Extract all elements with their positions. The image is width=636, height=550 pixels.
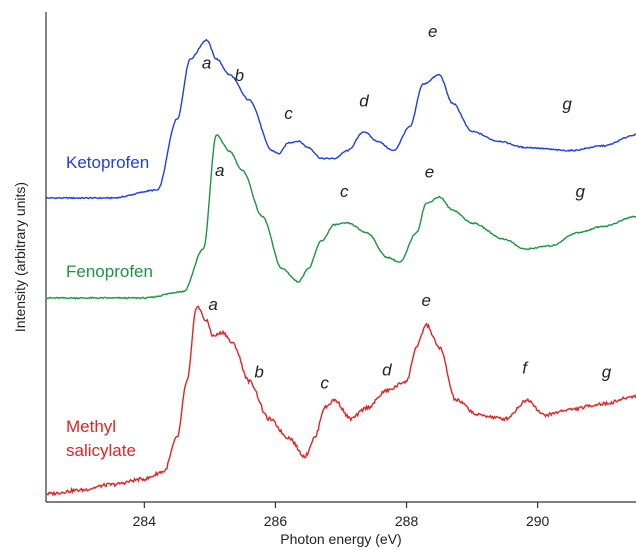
peak-label: a — [202, 53, 211, 72]
peak-label: e — [425, 162, 434, 181]
peak-label: g — [602, 362, 612, 381]
peak-label: a — [215, 161, 224, 180]
series-name-label: Ketoprofen — [66, 153, 149, 172]
peak-label: c — [340, 182, 349, 201]
peak-label: g — [562, 95, 572, 114]
peak-label: g — [576, 182, 586, 201]
peak-label: d — [359, 91, 369, 110]
peak-label: d — [382, 361, 392, 380]
peak-label: f — [522, 359, 529, 378]
series: Ketoprofen Fenoprofen Methyl salicylate — [45, 38, 636, 497]
x-ticks: 284 286 288 290 — [133, 502, 550, 529]
x-tick-label: 290 — [526, 513, 550, 529]
x-axis-title: Photon energy (eV) — [280, 531, 401, 547]
peak-label: b — [235, 66, 244, 85]
x-tick-label: 284 — [133, 513, 157, 529]
x-tick-label: 286 — [264, 513, 288, 529]
series-line — [45, 134, 636, 300]
axes — [45, 12, 636, 503]
peak-label: a — [208, 295, 217, 314]
peak-label: e — [421, 291, 430, 310]
peak-label: b — [254, 362, 263, 381]
series-name-label: Fenoprofen — [66, 262, 153, 281]
series-line — [45, 305, 636, 497]
y-axis-title: Intensity (arbitrary units) — [12, 182, 28, 332]
series-name-label: Methyl salicylate — [66, 417, 136, 460]
x-tick-label: 288 — [395, 513, 419, 529]
peak-label: c — [320, 374, 329, 393]
peak-label: c — [284, 104, 293, 123]
peak-label: e — [428, 22, 437, 41]
peak-labels: a b c d e g a c e g a b c d e f g — [202, 22, 612, 393]
series-line — [45, 38, 636, 200]
